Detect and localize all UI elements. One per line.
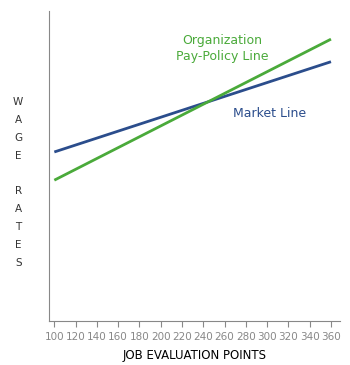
Text: E: E: [15, 240, 21, 250]
Text: Organization
Pay-Policy Line: Organization Pay-Policy Line: [176, 34, 269, 63]
Text: A: A: [15, 204, 22, 214]
Text: T: T: [15, 222, 21, 232]
Text: Market Line: Market Line: [233, 107, 306, 120]
Text: E: E: [15, 151, 21, 161]
Text: S: S: [15, 258, 21, 268]
Text: W: W: [13, 97, 23, 107]
X-axis label: JOB EVALUATION POINTS: JOB EVALUATION POINTS: [122, 349, 266, 362]
Text: G: G: [14, 133, 22, 143]
Text: R: R: [15, 187, 22, 196]
Text: A: A: [15, 115, 22, 125]
